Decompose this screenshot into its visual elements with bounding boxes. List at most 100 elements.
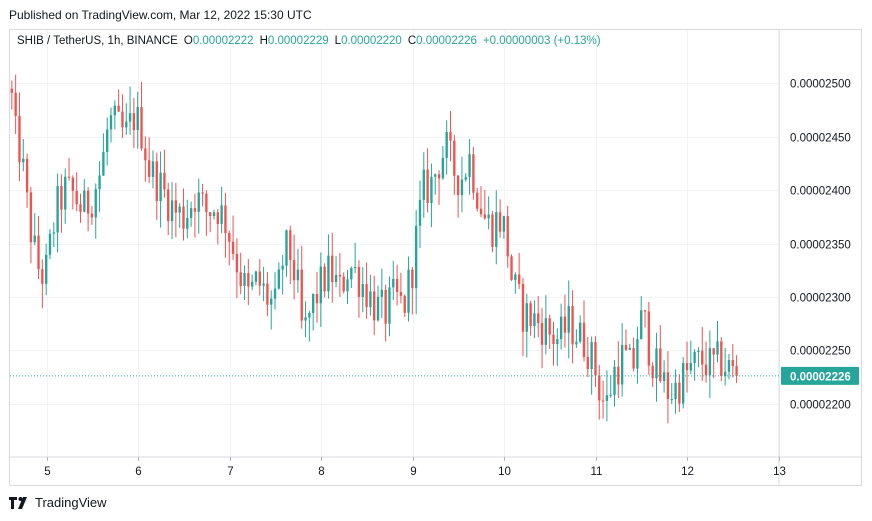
candle-body — [537, 313, 540, 324]
candle — [10, 80, 14, 110]
candle-body — [620, 344, 624, 385]
candle — [121, 94, 124, 139]
candle-body — [483, 214, 487, 219]
candle-body — [693, 351, 696, 364]
candle — [262, 266, 265, 302]
candle — [579, 315, 582, 344]
candle — [247, 258, 250, 306]
candle — [60, 174, 63, 233]
candle — [296, 248, 300, 293]
candle — [632, 337, 635, 372]
candle-body — [487, 214, 490, 219]
candle-body — [304, 317, 307, 321]
candle — [456, 174, 460, 218]
x-tick-label: 9 — [410, 466, 416, 478]
candle — [502, 215, 506, 239]
legend-symbol[interactable]: SHIB / TetherUS, 1h, BINANCE — [17, 35, 178, 47]
candle-body — [327, 255, 330, 292]
candle — [437, 170, 441, 205]
candle — [605, 370, 609, 422]
y-tick-label: 0.00002450 — [790, 133, 851, 145]
candle-body — [464, 177, 467, 180]
candle — [544, 295, 548, 355]
candle-body — [609, 394, 612, 396]
candle — [41, 259, 44, 309]
candle — [651, 362, 654, 387]
candle — [701, 326, 704, 381]
candle-body — [350, 268, 353, 280]
candle-body — [25, 158, 29, 193]
candle-body — [640, 310, 643, 340]
candle-body — [102, 151, 105, 176]
candle — [182, 188, 185, 241]
candle — [537, 296, 540, 338]
candle-body — [285, 230, 288, 266]
candle — [94, 183, 97, 239]
candle-body — [277, 269, 281, 289]
candle-body — [453, 140, 456, 176]
candle-body — [407, 269, 410, 313]
candle-body — [163, 172, 166, 190]
candle-body — [132, 113, 136, 131]
candle — [506, 205, 509, 268]
candle — [445, 120, 448, 175]
candle-body — [590, 342, 593, 370]
candle — [86, 187, 90, 232]
candle-body — [170, 200, 174, 222]
x-tick-label: 10 — [498, 466, 511, 478]
footer-brand[interactable]: TradingView — [9, 495, 107, 510]
candle — [620, 323, 624, 397]
candle — [540, 308, 544, 369]
candle — [517, 252, 521, 290]
candle-body — [720, 341, 723, 377]
candle — [44, 243, 48, 296]
candle-body — [250, 281, 254, 287]
y-tick-label: 0.00002200 — [790, 400, 851, 412]
candle — [449, 110, 452, 162]
candle — [643, 309, 647, 328]
candle-body — [388, 287, 391, 324]
candle — [678, 374, 681, 412]
candle — [441, 146, 445, 180]
candle — [495, 190, 498, 265]
candle-body — [498, 212, 502, 232]
candle-body — [651, 365, 654, 379]
candle-body — [678, 382, 681, 404]
candle-body — [422, 169, 425, 200]
candle-body — [384, 289, 387, 324]
candle — [109, 107, 113, 143]
candle-body — [228, 233, 231, 242]
candle — [33, 213, 36, 246]
candle — [106, 117, 109, 166]
candle-body — [613, 366, 616, 395]
candle — [735, 355, 738, 384]
candle — [231, 215, 235, 260]
candle-body — [10, 88, 14, 93]
candle — [205, 190, 208, 236]
candle — [556, 328, 559, 366]
candle — [674, 369, 677, 414]
candle-body — [147, 160, 151, 177]
candle — [132, 98, 136, 149]
candle-body — [704, 364, 708, 376]
candle-body — [117, 105, 120, 112]
candle-body — [533, 313, 536, 327]
candle — [483, 189, 487, 220]
candle-body — [605, 395, 609, 401]
candle — [308, 310, 311, 342]
candle — [704, 341, 708, 383]
candle — [525, 293, 528, 358]
candle — [300, 245, 303, 329]
candle-body — [525, 303, 528, 332]
candle-body — [247, 273, 250, 287]
candle-body — [723, 371, 727, 377]
candle — [304, 301, 307, 338]
candle-body — [430, 176, 433, 203]
candle-body — [399, 291, 403, 296]
candle — [434, 173, 437, 195]
candle-body — [655, 348, 658, 379]
legend-change: +0.00000003 (+0.13%) — [482, 35, 601, 47]
candle-body — [445, 131, 448, 158]
candle-body — [144, 148, 147, 161]
